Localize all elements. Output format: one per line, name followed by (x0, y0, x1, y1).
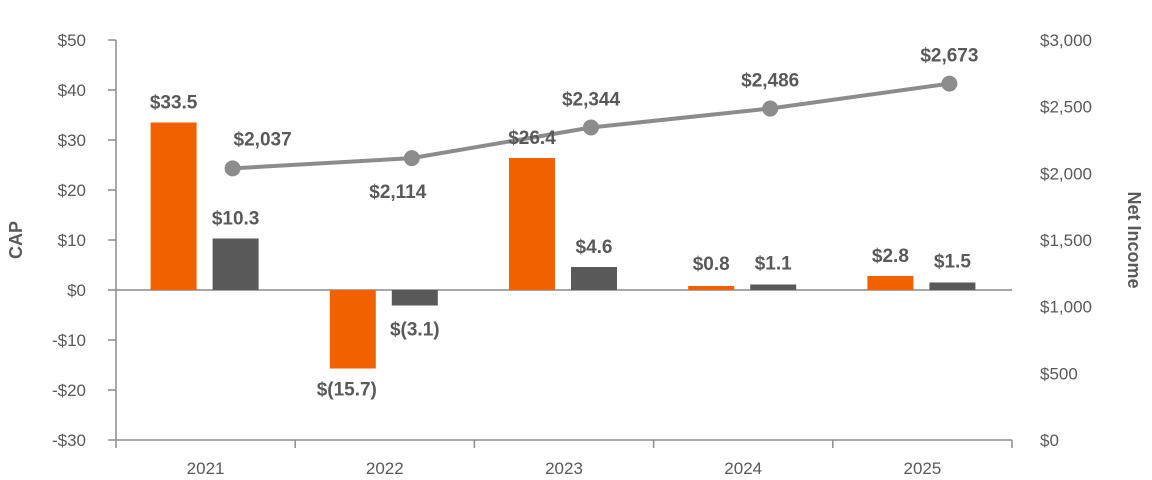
right-axis-tick-label: $2,500 (1040, 98, 1092, 117)
x-axis-tick-label: 2021 (187, 459, 225, 478)
left-axis-tick-label: $30 (58, 131, 86, 150)
bar-series1-2023 (509, 158, 555, 290)
net-income-point-2021 (224, 160, 241, 177)
left-axis-tick-label: -$30 (52, 431, 86, 450)
right-axis-tick-label: $3,000 (1040, 31, 1092, 50)
net-income-label-2025: $2,673 (920, 46, 978, 67)
bar-label-series2-2023: $4.6 (576, 237, 613, 258)
left-axis-tick-label: $0 (67, 281, 86, 300)
left-axis-title: CAP (6, 221, 26, 259)
bar-label-series2-2025: $1.5 (934, 252, 971, 273)
net-income-label-2021: $2,037 (234, 129, 292, 150)
net-income-label-2024: $2,486 (741, 71, 799, 92)
bar-label-series2-2022: $(3.1) (390, 320, 440, 341)
bar-label-series1-2021: $33.5 (150, 93, 198, 114)
net-income-line (224, 75, 958, 177)
axes: $50 $40 $30 $20 $10 $0 -$10 -$20 -$30 $3,000 $2,50… (6, 31, 1144, 478)
bar-series2-2021 (212, 238, 259, 290)
data-labels: $33.5 $(15.7) $26.4 $0.8 $2.8 $10.3 $(3.1) $4.6… (150, 46, 979, 401)
right-axis-tick-label: $500 (1040, 364, 1078, 383)
net-income-point-2025 (941, 75, 958, 92)
right-axis-title: Net Income (1124, 191, 1144, 288)
net-income-point-2023 (583, 119, 599, 136)
left-axis-tick-label: $20 (58, 181, 86, 200)
bar-series1-2021 (150, 122, 197, 290)
bar-label-series1-2025: $2.8 (872, 246, 909, 267)
bar-series2-2023 (571, 267, 617, 290)
right-axis-tick-label: $1,000 (1040, 298, 1092, 317)
net-income-label-2023: $2,344 (562, 89, 621, 110)
left-axis-tick-label: -$10 (52, 331, 86, 350)
net-income-point-2022 (403, 150, 420, 167)
left-axis-tick-label: $40 (58, 81, 86, 100)
bar-label-series1-2023: $26.4 (508, 128, 556, 149)
net-income-label-2022: $2,114 (369, 182, 426, 203)
bar-series2-2025 (929, 282, 976, 290)
x-axis-tick-label: 2022 (366, 459, 404, 478)
right-axis-tick-label: $1,500 (1040, 231, 1092, 250)
bar-series2-2024 (750, 284, 797, 290)
right-axis-tick-label: $2,000 (1040, 164, 1092, 183)
bar-label-series1-2022: $(15.7) (317, 380, 377, 401)
bar-label-series2-2024: $1.1 (755, 254, 792, 275)
net-income-point-2024 (762, 100, 779, 117)
x-axis-tick-label: 2024 (724, 459, 762, 478)
bar-label-series1-2024: $0.8 (693, 254, 730, 275)
bar-series1-2025 (867, 276, 914, 290)
left-axis-tick-label: $10 (58, 231, 86, 250)
bar-series2-2022 (391, 290, 438, 306)
left-axis-tick-label: -$20 (52, 381, 86, 400)
bar-series1-2022 (329, 290, 376, 369)
bars (150, 122, 976, 369)
right-axis-tick-label: $0 (1040, 431, 1059, 450)
x-axis-tick-label: 2023 (545, 459, 583, 478)
x-axis-tick-label: 2025 (903, 459, 941, 478)
bar-series1-2024 (688, 286, 735, 290)
left-axis-tick-label: $50 (58, 31, 86, 50)
bar-label-series2-2021: $10.3 (212, 209, 260, 230)
